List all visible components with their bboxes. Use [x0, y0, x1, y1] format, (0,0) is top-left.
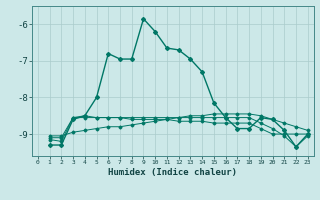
- X-axis label: Humidex (Indice chaleur): Humidex (Indice chaleur): [108, 168, 237, 177]
